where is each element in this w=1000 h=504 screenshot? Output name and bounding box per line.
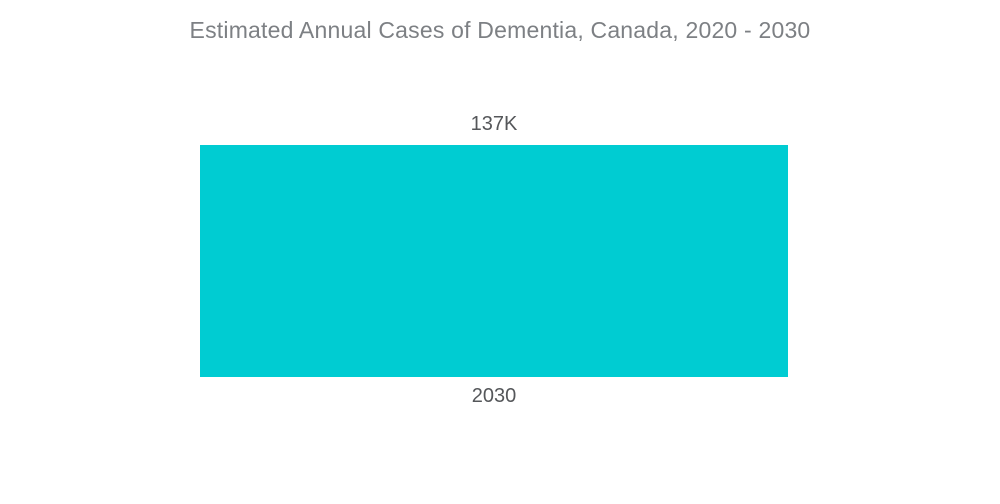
plot-area	[200, 145, 788, 377]
bar-value-label: 137K	[470, 113, 518, 135]
chart-title: Estimated Annual Cases of Dementia, Cana…	[189, 17, 811, 43]
bar-2030	[200, 145, 788, 377]
x-axis-tick-label: 2030	[471, 385, 517, 407]
